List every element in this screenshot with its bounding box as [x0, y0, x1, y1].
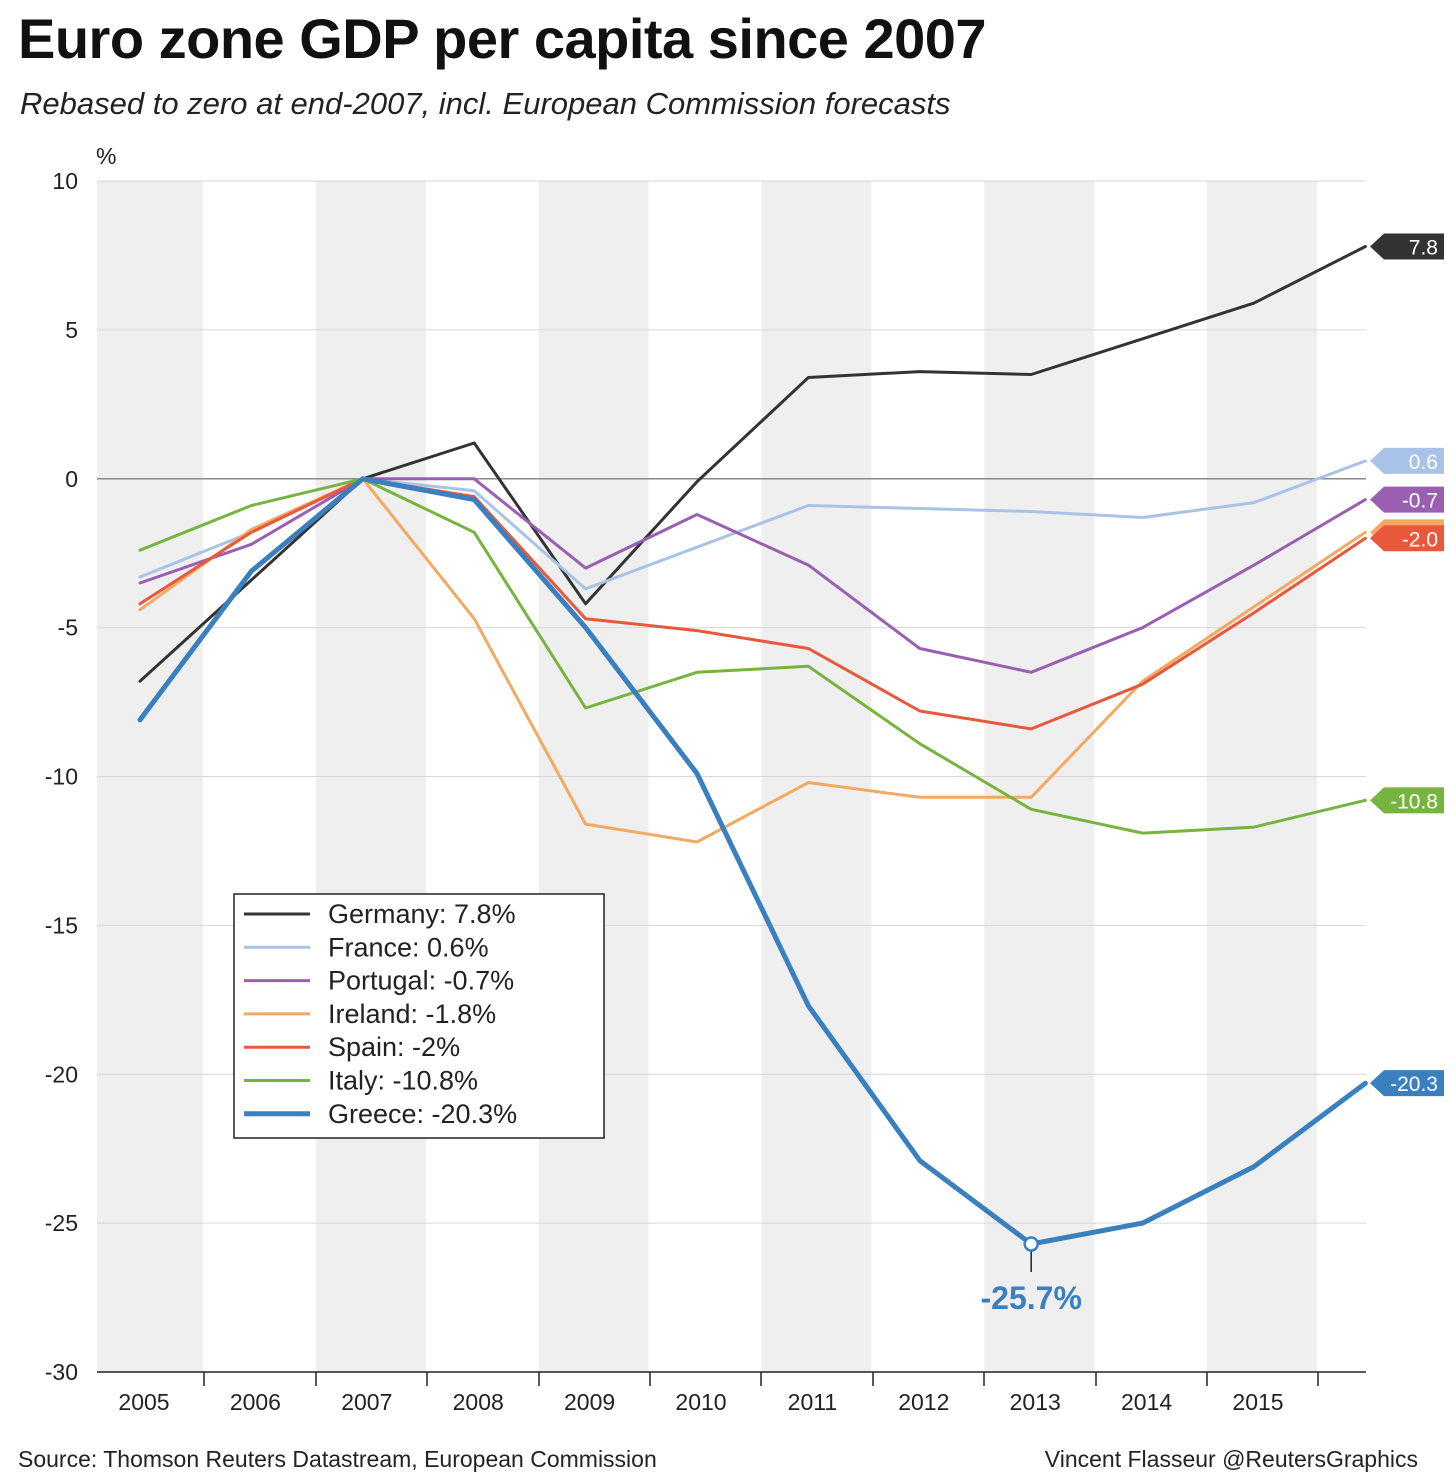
- legend-entry: France: 0.6%: [328, 932, 489, 962]
- x-tick-label: 2008: [453, 1389, 504, 1415]
- series-line-spain: [138, 477, 1367, 731]
- legend-entry: Italy: -10.8%: [328, 1066, 478, 1096]
- end-label: -20.3: [1390, 1073, 1438, 1096]
- x-tick-label: 2006: [230, 1389, 281, 1415]
- end-label: -0.7: [1402, 490, 1438, 513]
- series-lines: [137, 245, 1368, 1247]
- end-label-flag: [1370, 486, 1444, 513]
- y-tick-label: -25: [45, 1210, 78, 1236]
- x-tick-label: 2011: [788, 1389, 837, 1415]
- annotation-label: -25.7%: [981, 1280, 1082, 1316]
- credit-note: Vincent Flasseur @ReutersGraphics: [1044, 1446, 1418, 1472]
- y-tick-label: 0: [65, 466, 78, 492]
- end-label-flag: [1370, 447, 1444, 474]
- source-note: Source: Thomson Reuters Datastream, Euro…: [18, 1446, 657, 1472]
- x-tick-label: 2007: [341, 1389, 392, 1415]
- x-tick-label: 2009: [564, 1389, 615, 1415]
- end-label: 0.6: [1409, 451, 1438, 474]
- y-tick-label: -15: [45, 912, 78, 938]
- end-label-flag: [1370, 1070, 1444, 1097]
- end-label-flag: [1370, 787, 1444, 814]
- y-tick-label: -10: [45, 764, 78, 790]
- end-label: -10.8: [1390, 790, 1438, 813]
- end-label: -2.0: [1402, 528, 1438, 551]
- x-tick-label: 2005: [118, 1389, 169, 1415]
- legend-entry: Ireland: -1.8%: [328, 999, 496, 1029]
- y-tick-label: -5: [58, 615, 78, 641]
- y-tick-label: -30: [45, 1359, 78, 1385]
- x-tick-label: 2014: [1121, 1389, 1172, 1415]
- x-axis: 2005 2006 2007 2008 2009 2010 2011 2012 2013 2014…: [97, 1371, 1366, 1415]
- y-tick-label: -20: [45, 1061, 78, 1087]
- annotation-marker: [1023, 1236, 1039, 1252]
- end-labels: 7.80.6-0.7-1.8-2.0-10.8-20.3: [1370, 233, 1444, 1097]
- y-tick-label: 5: [65, 317, 78, 343]
- x-tick-label: 2015: [1232, 1389, 1283, 1415]
- series-line-portugal: [138, 477, 1367, 674]
- end-label-flag: [1370, 233, 1444, 260]
- y-unit-label: %: [96, 143, 116, 169]
- series-line-greece: [137, 476, 1368, 1247]
- legend-entry: Germany: 7.8%: [328, 899, 516, 929]
- y-tick-label: 10: [52, 168, 78, 194]
- legend: Germany: 7.8%France: 0.6% Portugal: -0.7%…: [233, 893, 605, 1139]
- legend-box: [233, 893, 605, 1139]
- page-subtitle: Rebased to zero at end-2007, incl. Europ…: [20, 86, 951, 121]
- x-tick-label: 2013: [1010, 1389, 1061, 1415]
- x-tick-label: 2010: [675, 1389, 726, 1415]
- end-label: 7.8: [1409, 237, 1438, 260]
- legend-entry: Greece: -20.3%: [328, 1099, 517, 1129]
- series-line-italy: [138, 477, 1367, 835]
- page-title: Euro zone GDP per capita since 2007: [18, 7, 987, 70]
- end-label-flag: [1370, 525, 1444, 552]
- legend-entry: Spain: -2%: [328, 1032, 460, 1062]
- x-tick-label: 2012: [898, 1389, 949, 1415]
- annotations: -25.7%: [981, 1236, 1082, 1316]
- y-axis: 10 5 0 -5 -10 -15 -20 -25 -30%: [45, 143, 117, 1385]
- legend-entry: Portugal: -0.7%: [328, 966, 514, 996]
